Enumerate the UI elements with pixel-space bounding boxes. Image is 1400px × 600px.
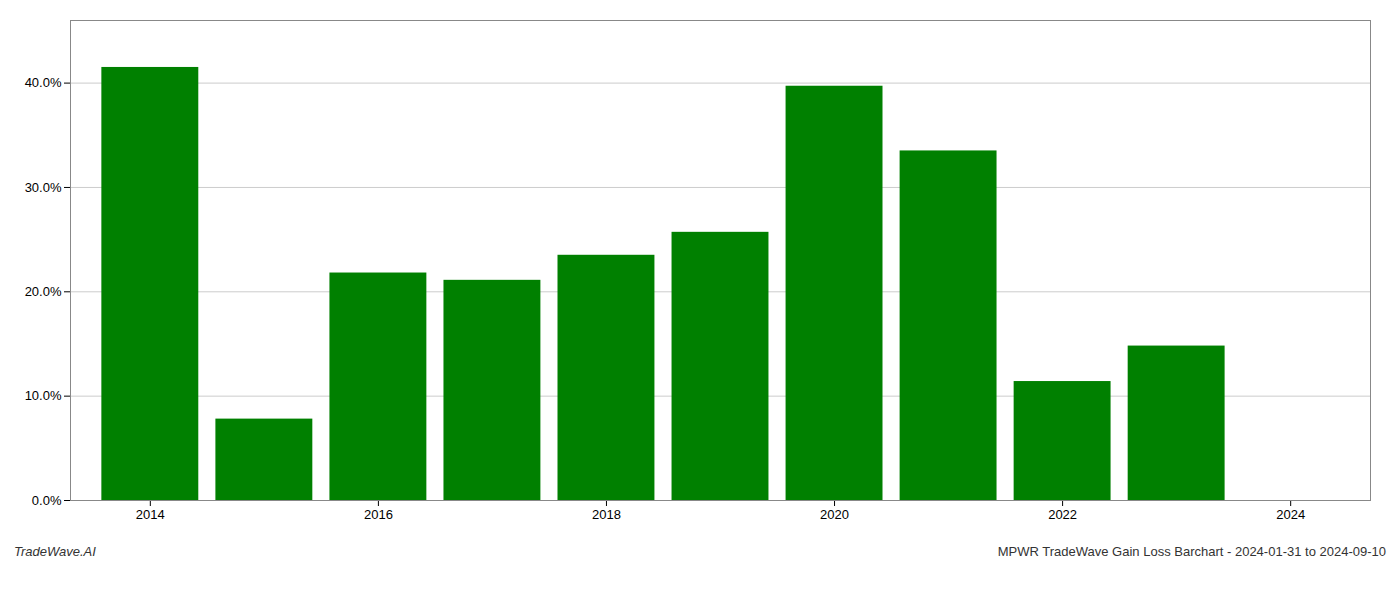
html-text:MPWR TradeWave Gain Loss Barch: MPWR TradeWave Gain Loss Barchart - 2024… [997, 544, 1386, 559]
svg-text:20.0%: 20.0% [25, 284, 62, 299]
svg-text:2022: 2022 [1048, 507, 1077, 522]
svg-text:40.0%: 40.0% [25, 75, 62, 90]
svg-text:2014: 2014 [136, 507, 165, 522]
svg-text:2024: 2024 [1276, 507, 1305, 522]
svg-text:2016: 2016 [364, 507, 393, 522]
svg-text:2018: 2018 [592, 507, 621, 522]
svg-text:2020: 2020 [820, 507, 849, 522]
html-text:TradeWave.AI: TradeWave.AI [14, 544, 96, 559]
svg-text:30.0%: 30.0% [25, 180, 62, 195]
svg-text:0.0%: 0.0% [32, 493, 62, 508]
svg-text:10.0%: 10.0% [25, 388, 62, 403]
